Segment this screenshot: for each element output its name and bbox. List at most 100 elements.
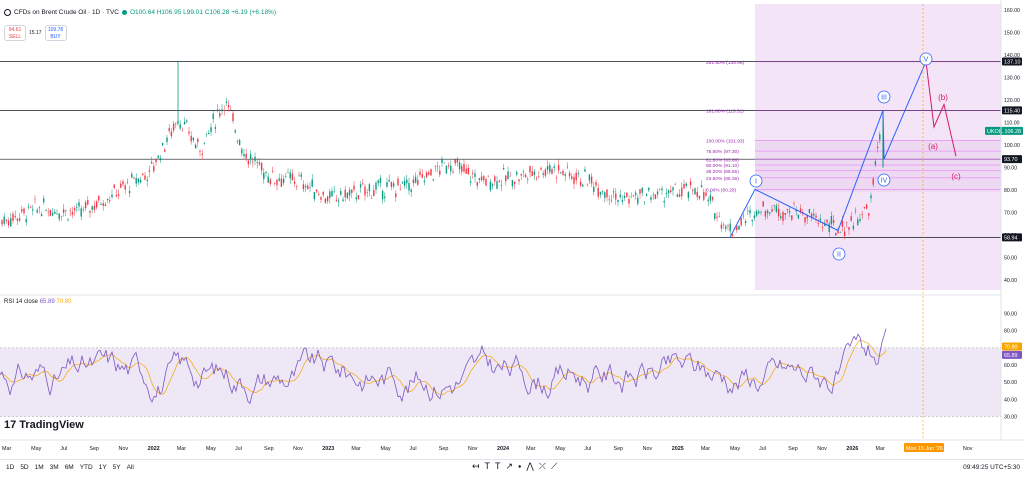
timeframe-1y[interactable]: 1Y	[98, 464, 107, 471]
price-tick-label: 130.00	[1004, 76, 1020, 82]
price-label-box	[1002, 233, 1022, 242]
buy-button[interactable]: 109.78 BUY	[44, 25, 67, 41]
time-axis-label: Nov	[468, 446, 478, 452]
price-label: 115.40	[1004, 108, 1020, 114]
timeframe-ytd[interactable]: YTD	[79, 464, 93, 471]
fib-level-label: 261.80% (136.96)	[706, 60, 745, 66]
time-axis-label: 2023	[322, 446, 334, 452]
timeframe-all[interactable]: All	[126, 464, 134, 471]
time-axis-label: Jul	[410, 446, 417, 452]
rsi-label-box	[1002, 350, 1022, 359]
rsi-line	[0, 328, 887, 405]
time-axis-label: Jul	[584, 446, 591, 452]
rsi-ma-value: 70.80	[56, 299, 72, 305]
rsi-header[interactable]: RSI 14 close 65.89 70.80	[4, 299, 71, 305]
fib-level-label: 0.00% (80.28)	[706, 187, 737, 193]
wave-label-a[interactable]: (a)	[928, 142, 938, 151]
time-axis-label: Mar	[701, 446, 710, 452]
line-tool-icon[interactable]: ↤	[472, 461, 480, 471]
tradingview-wordmark: TradingView	[19, 419, 84, 431]
time-highlight-box	[904, 443, 944, 452]
wave-label-i[interactable]	[749, 174, 763, 188]
corrective-wave-line[interactable]	[925, 61, 957, 157]
time-axis-label: May	[31, 446, 41, 452]
wave-label-b[interactable]: (b)	[938, 93, 948, 102]
trade-buttons: 94.61 SELL 15.17 109.78 BUY	[4, 25, 67, 41]
price-tick-label: 50.00	[1004, 256, 1017, 262]
buy-price: 109.78	[47, 27, 64, 33]
time-axis[interactable]: Mar May Jul Sep Nov 2022 Mar May Jul Sep Nov 2023 Ma…	[2, 443, 973, 452]
time-axis-label: Sep	[439, 446, 449, 452]
timeframe-3m[interactable]: 3M	[49, 464, 59, 471]
rsi-axis[interactable]: 90.0080.0070.0060.0050.0040.0030.0070.80…	[1002, 312, 1022, 421]
time-axis-label: Nov	[118, 446, 128, 452]
time-axis-label: Nov	[817, 446, 827, 452]
sell-button[interactable]: 94.61 SELL	[4, 25, 26, 41]
time-axis-label: Sep	[613, 446, 623, 452]
text-tool-icon[interactable]: T	[484, 461, 491, 471]
rsi-tick-label: 40.00	[1004, 397, 1017, 403]
text-tool-icon[interactable]: T	[495, 461, 501, 471]
wave-label-c[interactable]: (c)	[951, 172, 961, 181]
rsi-pane	[0, 328, 1001, 417]
time-axis-label: Nov	[963, 446, 973, 452]
price-tick-label: 100.00	[1004, 143, 1020, 149]
wave-label-iv[interactable]	[877, 173, 891, 187]
fib-level-label: 38.20% (88.55)	[706, 169, 739, 175]
pattern-tool-icon[interactable]: ⋀	[526, 461, 534, 471]
price-label-box	[1002, 106, 1022, 115]
rsi-tick-label: 80.00	[1004, 329, 1017, 335]
fib-level-label: 100.00% (101.93)	[706, 139, 745, 145]
wave-label-iii-text: III	[881, 95, 887, 102]
wave-label-v-text: V	[924, 57, 929, 64]
time-highlight-label[interactable]: Mon 15 Jun '26	[906, 446, 943, 452]
clock[interactable]: 09:49:25 UTC+5:30	[963, 464, 1020, 471]
brush-tool-icon[interactable]: ⬩	[518, 461, 522, 471]
price-tick-label: 120.00	[1004, 98, 1020, 104]
spread-value: 15.17	[29, 30, 42, 36]
fib-zone	[755, 140, 1001, 192]
rsi-band	[0, 347, 1001, 417]
tradingview-logo[interactable]: 17 TradingView	[4, 419, 84, 431]
projection-tool-icon[interactable]: ⤫	[538, 461, 546, 471]
tradingview-mark-icon: 17	[4, 419, 17, 431]
time-axis-label: May	[381, 446, 391, 452]
impulse-wave-line[interactable]	[729, 61, 927, 238]
time-axis-label: Jul	[60, 446, 67, 452]
time-axis-label: Jul	[759, 446, 766, 452]
timeframe-1d[interactable]: 1D	[6, 464, 15, 471]
timeframe-5d[interactable]: 5D	[20, 464, 29, 471]
price-tick-label: 160.00	[1004, 8, 1020, 14]
time-axis-label: Nov	[293, 446, 303, 452]
time-axis-label: May	[555, 446, 565, 452]
price-label: UKOIL 106.28	[987, 129, 1021, 135]
wave-label-ii[interactable]	[832, 247, 846, 261]
rsi-label: 65.89	[1004, 353, 1018, 359]
time-axis-label: Sep	[89, 446, 99, 452]
arrow-tool-icon[interactable]: ↗	[505, 461, 514, 471]
price-label: 137.10	[1004, 60, 1021, 66]
timeframe-1m[interactable]: 1M	[34, 464, 44, 471]
drawing-tools-bar: ↤ T T ↗ ⬩ ⋀ ⤫ ⟋	[472, 461, 557, 472]
time-axis-label: May	[730, 446, 740, 452]
wave-label-iv-text: IV	[881, 178, 888, 185]
time-axis-label: 2024	[497, 446, 509, 452]
timeframe-6m[interactable]: 6M	[64, 464, 74, 471]
fib-level-label: 161.80% (115.31)	[706, 109, 744, 115]
time-axis-label: Mar	[351, 446, 360, 452]
symbol-logo-icon	[4, 9, 11, 16]
wave-label-iii[interactable]	[877, 90, 891, 104]
wave-label-ii-text: II	[837, 252, 841, 259]
rsi-label-box	[1002, 342, 1022, 351]
symbol-header[interactable]: CFDs on Brent Crude Oil · 1D · TVC O100.…	[4, 9, 276, 16]
symbol-title[interactable]: CFDs on Brent Crude Oil · 1D · TVC	[14, 9, 119, 16]
timeframe-5y[interactable]: 5Y	[112, 464, 121, 471]
price-label-box	[1002, 155, 1022, 164]
fib-level-label: 78.60% (97.30)	[706, 149, 739, 155]
price-axis[interactable]: 160.00 150.00 140.00 130.00 120.00 110.00 100.…	[985, 8, 1023, 284]
rsi-tick-label: 90.00	[1004, 312, 1017, 318]
ray-tool-icon[interactable]: ⟋	[550, 461, 558, 471]
price-label: 93.70	[1004, 157, 1018, 163]
